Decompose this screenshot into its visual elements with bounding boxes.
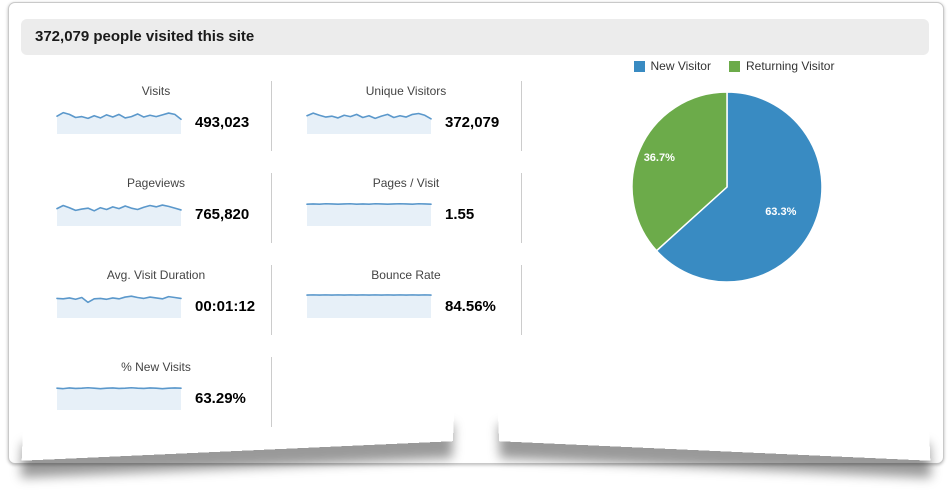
sparkline-chart	[306, 202, 432, 226]
metric-unique-visitors[interactable]: Unique Visitors 372,079	[291, 81, 522, 151]
pie-slice-new-visitor	[655, 91, 823, 283]
metric-pages-per-visit[interactable]: Pages / Visit 1.55	[291, 173, 522, 243]
sparkline-chart	[306, 112, 432, 134]
pie-legend: New Visitor Returning Visitor	[569, 59, 899, 73]
metric-label: Avg. Visit Duration	[106, 268, 206, 282]
header-bar: 372,079 people visited this site	[21, 19, 929, 55]
legend-item-returning-visitor: Returning Visitor	[728, 59, 835, 73]
metric-label: Pageviews	[126, 176, 186, 190]
sparkline-chart	[56, 111, 182, 134]
metric-label: Pages / Visit	[372, 176, 440, 190]
pie-slice-label: 36.7%	[644, 152, 675, 164]
metric-percent-new-visits[interactable]: % New Visits 63.29%	[41, 357, 272, 427]
page-title: 372,079 people visited this site	[35, 28, 255, 45]
legend-item-new-visitor: New Visitor	[633, 59, 711, 73]
pie-chart-svg: 63.3% 36.7%	[631, 91, 823, 283]
sparkline-chart	[56, 295, 182, 318]
metric-label: Visits	[141, 84, 171, 98]
metric-value: 493,023	[195, 113, 250, 131]
metric-label: Unique Visitors	[365, 84, 447, 98]
metric-avg-visit-duration[interactable]: Avg. Visit Duration 00:01:12	[41, 265, 272, 335]
overview-card: 372,079 people visited this site Visits …	[8, 2, 944, 464]
metric-value: 1.55	[445, 205, 475, 223]
pie-slice-returning-visitor	[631, 91, 728, 252]
metric-label: Bounce Rate	[371, 268, 441, 282]
pie-slice-label: 63.3%	[765, 206, 796, 218]
sparkline-chart	[56, 204, 182, 226]
legend-label-new-visitor: New Visitor	[650, 59, 711, 73]
sparkline-chart	[56, 386, 182, 410]
metric-pageviews[interactable]: Pageviews 765,820	[41, 173, 272, 243]
metric-value: 765,820	[195, 205, 250, 223]
metric-value: 372,079	[445, 113, 500, 131]
metric-value: 84.56%	[445, 297, 496, 315]
visitor-type-pie-chart: 63.3% 36.7%	[627, 87, 827, 287]
metric-label: % New Visits	[121, 360, 191, 374]
metric-visits[interactable]: Visits 493,023	[41, 81, 272, 151]
legend-swatch-new-visitor	[633, 60, 645, 72]
metric-value: 63.29%	[195, 389, 246, 407]
legend-label-returning-visitor: Returning Visitor	[745, 59, 835, 73]
metric-bounce-rate[interactable]: Bounce Rate 84.56%	[291, 265, 522, 335]
sparkline-chart	[306, 294, 432, 318]
metric-value: 00:01:12	[195, 297, 256, 315]
legend-swatch-returning-visitor	[728, 60, 740, 72]
